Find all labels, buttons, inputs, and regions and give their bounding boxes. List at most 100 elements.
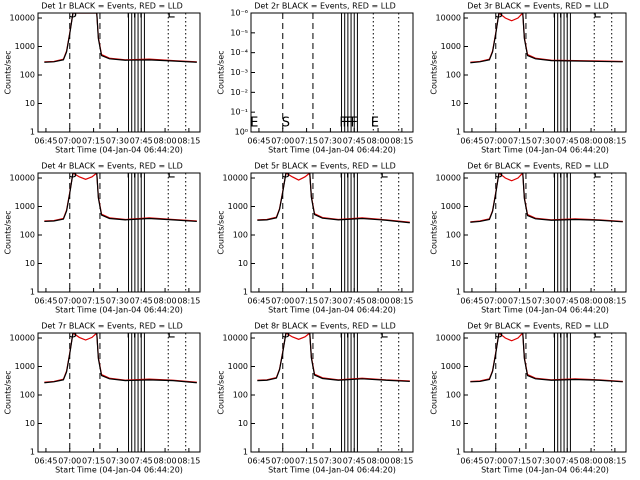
y-tick-label: 1 xyxy=(243,288,248,297)
y-tick-label: 10000 xyxy=(10,14,35,23)
annotation: F xyxy=(339,167,346,182)
x-axis-label: Start Time (04-Jan-04 06:44:20) xyxy=(268,306,396,315)
x-tick-label: 07:15 xyxy=(295,457,318,466)
chart-title: Det 9r BLACK = Events, RED = LLD xyxy=(467,322,609,331)
annotation: S xyxy=(495,327,503,342)
x-tick-label: 08:00 xyxy=(580,137,603,146)
y-tick-label: 10⁻¹ xyxy=(230,108,248,117)
annotation: F xyxy=(133,167,140,182)
y-tick-label: 100 xyxy=(233,391,248,400)
series-line xyxy=(470,173,623,223)
y-tick-label: 10000 xyxy=(436,14,461,23)
x-tick-label: 06:45 xyxy=(34,457,57,466)
chart-title: Det 3r BLACK = Events, RED = LLD xyxy=(467,2,609,11)
series-line xyxy=(44,333,197,384)
annotation: S xyxy=(69,167,77,182)
plot-area: S FFF E xyxy=(470,327,623,452)
annotation: S xyxy=(69,7,77,22)
annotation: S xyxy=(495,167,503,182)
annotation: F xyxy=(133,327,140,342)
y-tick-label: 10000 xyxy=(223,174,248,183)
x-tick-label: 07:00 xyxy=(58,297,81,306)
y-tick-label: 1 xyxy=(30,448,35,457)
x-tick-label: 06:45 xyxy=(460,297,483,306)
annotation: F xyxy=(559,167,566,182)
plot-area: S FFF E xyxy=(470,7,623,132)
series-line xyxy=(470,13,623,64)
annotation: E xyxy=(371,116,379,131)
y-axis-label: Counts/sec xyxy=(217,370,226,414)
x-tick-label: 08:00 xyxy=(154,297,177,306)
plot-frame xyxy=(250,332,414,453)
panel: Det 3r BLACK = Events, RED = LLD Start Ti… xyxy=(430,2,627,155)
annotation: F xyxy=(346,167,353,182)
y-tick-label: 1000 xyxy=(15,202,35,211)
x-tick-label: 08:00 xyxy=(367,297,390,306)
annotation: F xyxy=(133,7,140,22)
annotation: F xyxy=(552,327,559,342)
annotation: F xyxy=(339,327,346,342)
x-tick-label: 07:45 xyxy=(130,297,153,306)
y-tick-label: 100 xyxy=(446,231,461,240)
x-tick-label: 07:30 xyxy=(532,457,555,466)
y-tick-label: 1 xyxy=(456,448,461,457)
annotation: S xyxy=(282,116,290,131)
x-tick-label: 07:45 xyxy=(556,457,579,466)
y-axis-label: Counts/sec xyxy=(4,210,13,254)
panel: Det 7r BLACK = Events, RED = LLD Start Ti… xyxy=(4,322,201,475)
chart-title: Det 7r BLACK = Events, RED = LLD xyxy=(41,322,183,331)
y-tick-label: 10 xyxy=(451,419,461,428)
x-tick-label: 08:00 xyxy=(367,137,390,146)
x-tick-label: 08:15 xyxy=(177,137,200,146)
x-tick-label: 07:45 xyxy=(343,457,366,466)
annotation: F xyxy=(565,7,572,22)
x-tick-label: 08:15 xyxy=(177,297,200,306)
x-tick-label: 08:00 xyxy=(367,457,390,466)
x-tick-label: 08:15 xyxy=(390,297,413,306)
y-tick-label: 1000 xyxy=(441,362,461,371)
x-axis-label: Start Time (04-Jan-04 06:44:20) xyxy=(268,146,396,155)
plot-frame xyxy=(463,332,627,453)
y-tick-label: 1 xyxy=(456,128,461,137)
y-tick-label: 1 xyxy=(456,288,461,297)
x-axis-label: Start Time (04-Jan-04 06:44:20) xyxy=(55,146,183,155)
y-tick-label: 10 xyxy=(451,99,461,108)
x-tick-label: 08:00 xyxy=(580,297,603,306)
x-tick-label: 07:30 xyxy=(106,297,129,306)
x-tick-label: 07:00 xyxy=(271,137,294,146)
annotation: F xyxy=(552,167,559,182)
plot-area: S FFF E xyxy=(257,327,410,452)
series-line xyxy=(44,13,197,63)
x-tick-label: 07:30 xyxy=(532,297,555,306)
y-tick-label: 10⁰ xyxy=(235,128,248,137)
x-tick-label: 07:15 xyxy=(82,457,105,466)
annotation: E xyxy=(167,7,175,22)
series-line xyxy=(257,173,410,224)
y-tick-label: 1 xyxy=(30,288,35,297)
annotation: E xyxy=(380,327,388,342)
panel: Det 4r BLACK = Events, RED = LLD Start Ti… xyxy=(4,162,201,315)
y-tick-label: 10000 xyxy=(10,174,35,183)
annotation: F xyxy=(139,167,146,182)
x-tick-label: 07:45 xyxy=(343,297,366,306)
x-tick-label: 07:45 xyxy=(556,137,579,146)
y-axis-label: Counts/sec xyxy=(217,210,226,254)
y-tick-label: 10⁻³ xyxy=(230,68,248,77)
annotation: F xyxy=(126,327,133,342)
x-axis-label: Start Time (04-Jan-04 06:44:20) xyxy=(481,466,609,475)
panel: Det 1r BLACK = Events, RED = LLD Start Ti… xyxy=(4,2,201,155)
plot-area: S FFF E xyxy=(44,7,197,132)
x-tick-label: 07:15 xyxy=(508,457,531,466)
y-tick-label: 10 xyxy=(25,259,35,268)
x-tick-label: 07:45 xyxy=(130,457,153,466)
y-tick-label: 10⁻⁶ xyxy=(230,9,248,18)
annotation: F xyxy=(139,7,146,22)
x-tick-label: 06:45 xyxy=(247,457,270,466)
y-tick-label: 10⁻⁵ xyxy=(230,28,248,37)
annotation: F xyxy=(346,327,353,342)
y-tick-label: 10 xyxy=(451,259,461,268)
x-tick-label: 06:45 xyxy=(247,137,270,146)
plot-area: S FFF E xyxy=(44,327,197,452)
y-tick-label: 1 xyxy=(30,128,35,137)
x-tick-label: 07:30 xyxy=(106,457,129,466)
